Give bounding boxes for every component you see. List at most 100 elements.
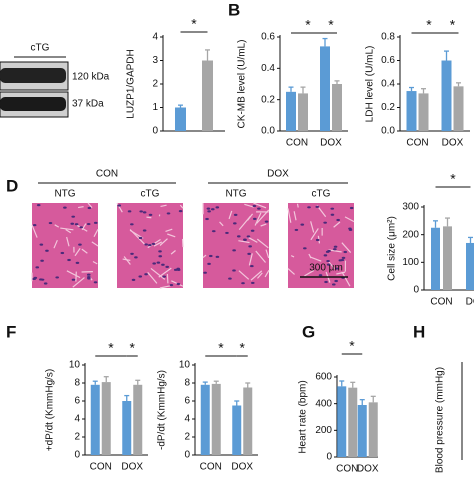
x-tick-label: CON bbox=[286, 138, 308, 149]
nucleus bbox=[34, 277, 38, 279]
bar bbox=[175, 108, 186, 132]
y-tick-label: 4 bbox=[74, 414, 80, 425]
y-tick-label: 0.6 bbox=[381, 55, 395, 66]
significance-label: * bbox=[349, 338, 355, 354]
scale-bar-label: 300 μm bbox=[309, 263, 343, 274]
nucleus bbox=[144, 243, 148, 245]
cell-border bbox=[146, 217, 151, 218]
band-label: 120 kDa bbox=[72, 72, 110, 83]
nucleus bbox=[67, 259, 71, 261]
nucleus bbox=[94, 222, 98, 224]
nucleus bbox=[130, 253, 134, 255]
blot-band bbox=[0, 97, 66, 111]
panel-letter: H bbox=[413, 322, 425, 341]
nucleus bbox=[144, 273, 148, 275]
y-tick-label: 6 bbox=[184, 396, 190, 407]
y-tick-label: 8 bbox=[184, 378, 190, 389]
x-tick-label: DOX bbox=[357, 464, 379, 474]
y-tick-label: 200 bbox=[315, 425, 332, 436]
nucleus bbox=[72, 279, 76, 281]
nucleus bbox=[334, 246, 338, 248]
nucleus bbox=[303, 247, 307, 249]
nucleus bbox=[158, 255, 162, 257]
nucleus bbox=[234, 214, 238, 216]
nucleus bbox=[132, 279, 136, 281]
bar bbox=[298, 93, 308, 131]
nucleus bbox=[45, 250, 49, 252]
panel-letter: B bbox=[228, 0, 240, 19]
nucleus bbox=[343, 251, 347, 253]
nucleus bbox=[75, 223, 79, 225]
nucleus bbox=[49, 222, 53, 224]
panel-letter: G bbox=[302, 322, 315, 341]
nucleus bbox=[232, 269, 236, 271]
bar bbox=[419, 93, 429, 131]
bar bbox=[466, 243, 474, 290]
y-tick-label: 8 bbox=[74, 378, 80, 389]
nucleus bbox=[70, 223, 74, 225]
nucleus bbox=[170, 284, 174, 286]
nucleus bbox=[179, 210, 183, 212]
x-tick-label: DOX bbox=[320, 138, 342, 149]
nucleus bbox=[333, 248, 337, 250]
x-tick-label: DOX bbox=[231, 462, 253, 473]
blot-group: cTG bbox=[31, 43, 50, 54]
nucleus bbox=[117, 204, 121, 206]
x-tick-label: DOX bbox=[442, 138, 464, 149]
y-tick-label: 0 bbox=[152, 126, 158, 137]
bar bbox=[443, 226, 452, 290]
x-tick-label: CON bbox=[90, 462, 112, 473]
band-label: 37 kDa bbox=[72, 99, 104, 110]
nucleus bbox=[148, 244, 152, 246]
histology-subgroup: cTG bbox=[141, 189, 160, 200]
y-tick-label: 2 bbox=[152, 79, 158, 90]
nucleus bbox=[158, 250, 162, 252]
nucleus bbox=[143, 229, 147, 231]
significance-label: * bbox=[328, 17, 334, 33]
nucleus bbox=[332, 283, 336, 285]
y-tick-label: 0 bbox=[74, 450, 80, 461]
panel-letter: D bbox=[6, 176, 18, 195]
nucleus bbox=[265, 221, 269, 223]
bar bbox=[358, 405, 367, 457]
nucleus bbox=[40, 244, 44, 246]
nucleus bbox=[316, 239, 320, 241]
y-tick-label: 10 bbox=[179, 360, 191, 371]
y-tick-label: 200 bbox=[402, 229, 419, 240]
bar bbox=[332, 84, 342, 131]
y-tick-label: 100 bbox=[402, 257, 419, 268]
nucleus bbox=[233, 222, 237, 224]
nucleus bbox=[247, 253, 251, 255]
bar bbox=[286, 92, 296, 131]
nucleus bbox=[331, 214, 335, 216]
y-tick-label: 0.4 bbox=[381, 79, 395, 90]
y-tick-label: 6 bbox=[74, 396, 80, 407]
nucleus bbox=[94, 281, 98, 283]
y-axis-label: LUZP1/GAPDH bbox=[126, 49, 137, 118]
x-tick-label: CON bbox=[336, 464, 358, 474]
bar bbox=[407, 91, 417, 131]
nucleus bbox=[257, 207, 261, 209]
y-tick-label: 0 bbox=[413, 285, 419, 296]
nucleus bbox=[207, 210, 211, 212]
blot-band bbox=[0, 68, 66, 83]
y-tick-label: 2 bbox=[184, 432, 190, 443]
y-tick-label: 10 bbox=[69, 360, 81, 371]
nucleus bbox=[334, 280, 338, 282]
nucleus bbox=[79, 226, 83, 228]
significance-label: * bbox=[450, 17, 456, 33]
y-axis-label: -dP/dt (KmmHg/s) bbox=[157, 370, 168, 450]
y-tick-label: 0.2 bbox=[261, 94, 275, 105]
nucleus bbox=[300, 224, 304, 226]
nucleus bbox=[40, 260, 44, 262]
y-tick-label: 2 bbox=[74, 432, 80, 443]
x-tick-label: CON bbox=[406, 138, 428, 149]
cell-border bbox=[298, 204, 299, 208]
nucleus bbox=[174, 269, 178, 271]
nucleus bbox=[319, 274, 323, 276]
y-axis-label: CK-MB level (U/mL) bbox=[237, 40, 248, 129]
nucleus bbox=[251, 282, 255, 284]
significance-label: * bbox=[426, 17, 432, 33]
